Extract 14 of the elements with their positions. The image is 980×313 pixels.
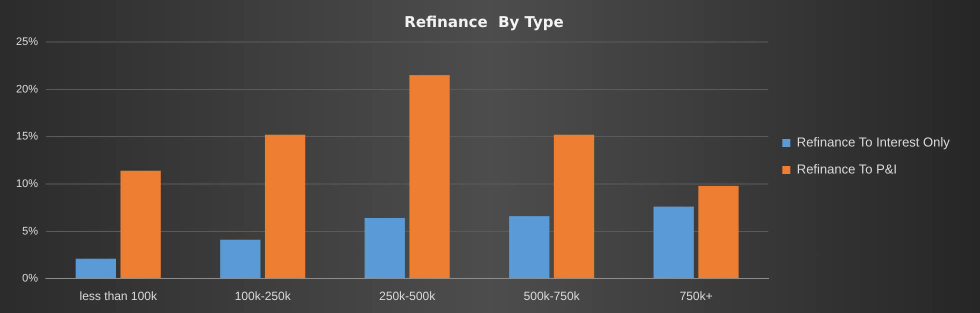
x-tick-label: less than 100k xyxy=(80,289,158,304)
y-tick-label: 25% xyxy=(16,36,38,48)
x-tick-label: 500k-750k xyxy=(524,289,581,304)
y-tick-label: 20% xyxy=(16,83,38,96)
chart-title: Refinance By Type xyxy=(404,12,564,31)
legend-label: Refinance To Interest Only xyxy=(796,134,950,150)
legend-label: Refinance To P&I xyxy=(796,162,898,177)
x-tick-label: 100k-250k xyxy=(234,289,292,304)
x-tick-label: 750k+ xyxy=(680,289,713,304)
y-tick-label: 15% xyxy=(16,130,38,143)
x-tick-label: 250k-500k xyxy=(379,289,436,304)
y-tick-label: 0% xyxy=(22,272,38,285)
y-tick-label: 10% xyxy=(16,178,38,190)
y-tick-label: 5% xyxy=(22,225,38,238)
